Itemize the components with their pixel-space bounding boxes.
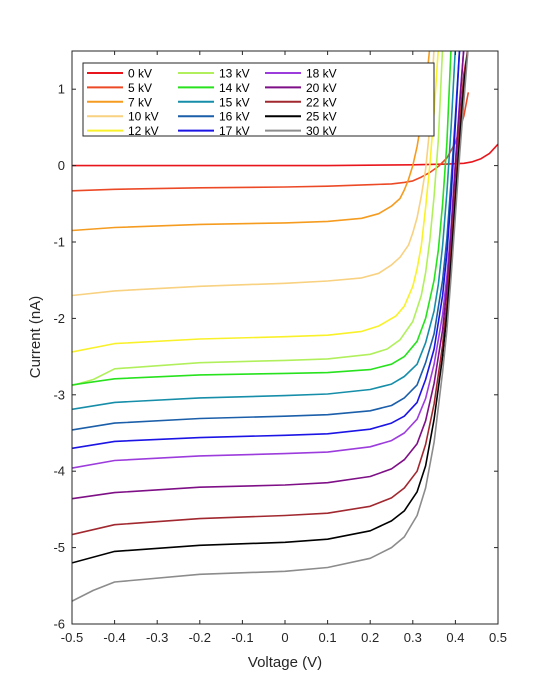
x-tick-label: -0.2 — [189, 630, 211, 645]
x-tick-label: 0.5 — [489, 630, 507, 645]
x-tick-label: 0.3 — [404, 630, 422, 645]
legend-label: 5 kV — [128, 81, 152, 95]
y-tick-label: -1 — [53, 235, 65, 250]
series-layer — [72, 51, 498, 602]
y-tick-label: -5 — [53, 540, 65, 555]
legend-label: 15 kV — [219, 95, 250, 109]
x-axis-label: Voltage (V) — [248, 654, 322, 671]
y-tick-label: -3 — [53, 387, 65, 402]
legend-label: 18 kV — [306, 67, 337, 81]
x-tick-label: -0.4 — [103, 630, 125, 645]
legend-label: 12 kV — [128, 124, 159, 138]
legend-label: 0 kV — [128, 67, 152, 81]
x-tick-label: 0 — [281, 630, 288, 645]
series-line-15 — [72, 51, 469, 602]
series-line-6 — [72, 51, 444, 387]
series-line-8 — [72, 51, 456, 411]
series-line-10 — [72, 51, 461, 450]
x-tick-label: -0.5 — [61, 630, 83, 645]
ticks-layer: -0.5 -0.4 -0.3 -0.2 -0.1 0 0.1 0.2 0.3 0.4 0.5 -6 -5… — [53, 51, 507, 645]
legend-label: 20 kV — [306, 81, 337, 95]
legend-label: 16 kV — [219, 110, 250, 124]
legend-label: 14 kV — [219, 81, 250, 95]
series-line-14 — [72, 51, 469, 564]
legend-label: 7 kV — [128, 95, 152, 109]
y-tick-label: -6 — [53, 617, 65, 632]
legend-label: 30 kV — [306, 124, 337, 138]
series-line-7 — [72, 51, 452, 386]
series-line-1 — [72, 143, 498, 167]
y-tick-label: -2 — [53, 311, 65, 326]
x-tick-label: 0.2 — [361, 630, 379, 645]
series-line-13 — [72, 51, 469, 536]
series-line-2 — [72, 92, 470, 192]
x-tick-label: -0.1 — [231, 630, 253, 645]
legend-label: 10 kV — [128, 110, 159, 124]
x-tick-label: 0.4 — [446, 630, 464, 645]
series-line-5 — [72, 51, 439, 353]
y-axis-label: Current (nA) — [27, 296, 44, 379]
y-tick-label: -4 — [53, 464, 65, 479]
legend-label: 25 kV — [306, 110, 337, 124]
x-tick-label: 0.1 — [319, 630, 337, 645]
legend-label: 22 kV — [306, 95, 337, 109]
series-line-12 — [72, 51, 465, 500]
legend-label: 17 kV — [219, 124, 250, 138]
legend-box — [82, 62, 435, 137]
series-line-9 — [72, 51, 461, 431]
y-tick-label: 1 — [58, 82, 65, 97]
y-tick-label: 0 — [58, 158, 65, 173]
x-tick-label: -0.3 — [146, 630, 168, 645]
legend-label: 13 kV — [219, 67, 250, 81]
series-line-4 — [72, 51, 435, 297]
